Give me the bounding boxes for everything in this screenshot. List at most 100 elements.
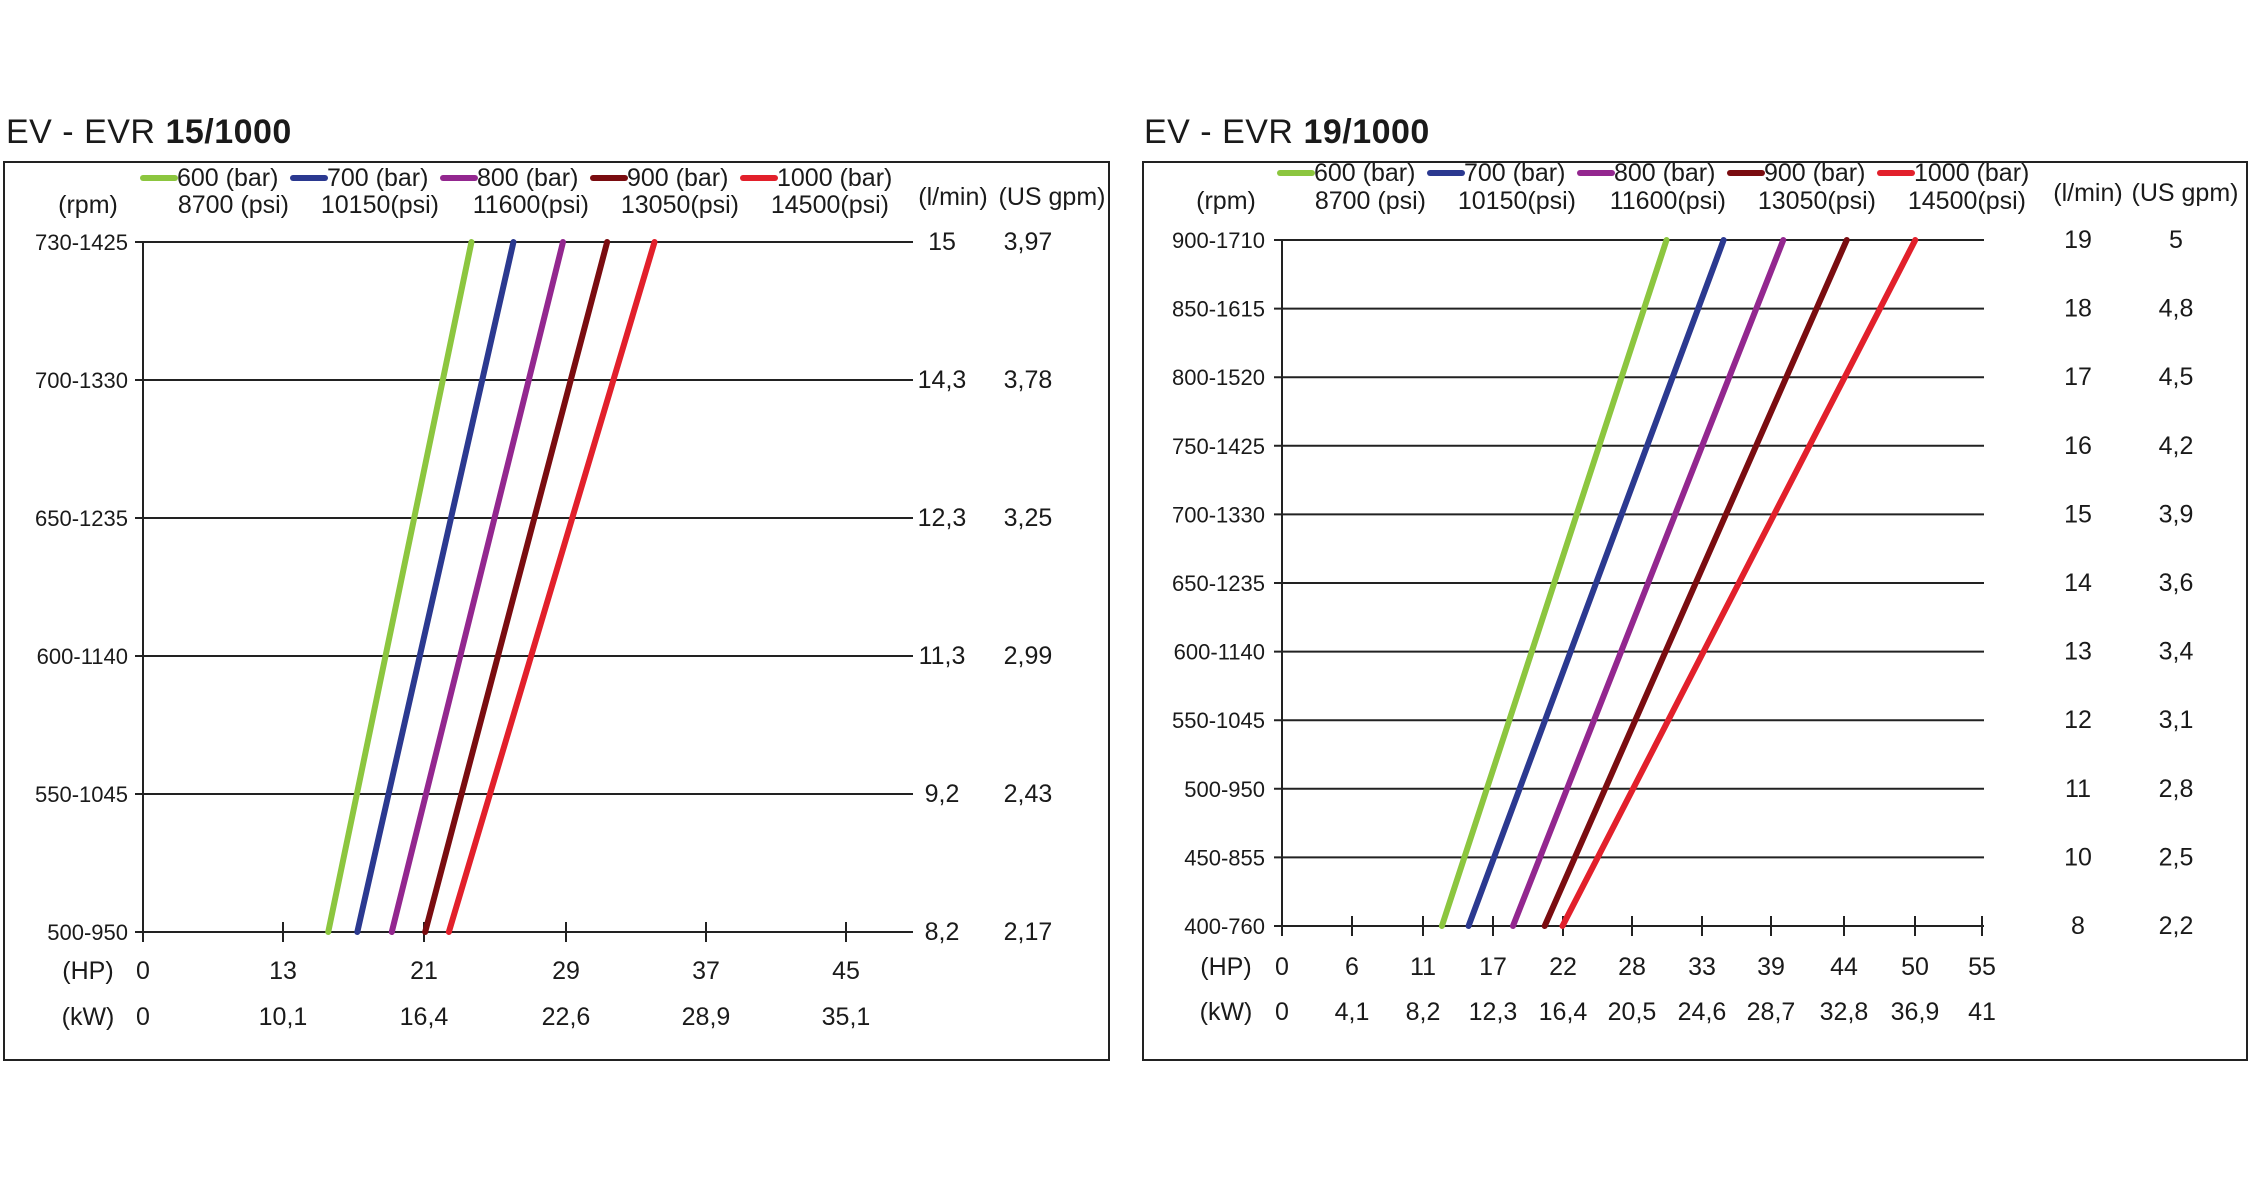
x-tick-label-hp: 0 bbox=[136, 957, 150, 985]
x-tick-label-hp: 50 bbox=[1901, 953, 1929, 981]
y-tick-label-rpm: 750-1425 bbox=[1172, 434, 1265, 459]
y-tick-label-flow: 15 bbox=[928, 228, 956, 256]
y-tick-label-gpm: 2,5 bbox=[2159, 843, 2194, 871]
legend-label-psi: 13050(psi) bbox=[1758, 187, 1876, 215]
legend-label: 900 (bar) bbox=[1764, 159, 1865, 187]
x-tick-label-kw: 0 bbox=[136, 1003, 150, 1031]
x-axis-header-kw: (kW) bbox=[62, 1003, 115, 1031]
y-axis-header-flow: (l/min) bbox=[918, 183, 987, 211]
legend-label: 1000 (bar) bbox=[777, 164, 892, 192]
y-tick-label-gpm: 3,25 bbox=[1004, 504, 1053, 532]
x-axis-header-hp: (HP) bbox=[62, 957, 113, 985]
chart-title-prefix: EV - EVR bbox=[1144, 113, 1294, 151]
y-tick-label-rpm: 700-1330 bbox=[1172, 502, 1265, 527]
y-tick-label-gpm: 4,8 bbox=[2159, 295, 2194, 323]
y-tick-label-flow: 14 bbox=[2064, 569, 2092, 597]
chart-frame bbox=[3, 161, 1110, 1061]
legend-label: 900 (bar) bbox=[627, 164, 728, 192]
y-tick-label-rpm: 650-1235 bbox=[1172, 571, 1265, 596]
series-line bbox=[1509, 237, 1787, 929]
y-tick-label-gpm: 2,8 bbox=[2159, 775, 2194, 803]
x-tick-label-kw: 28,7 bbox=[1747, 998, 1796, 1026]
y-tick-label-gpm: 4,5 bbox=[2159, 363, 2194, 391]
y-axis-header-gpm: (US gpm) bbox=[2132, 179, 2239, 207]
x-tick-label-kw: 0 bbox=[1275, 998, 1289, 1026]
x-axis-header-hp: (HP) bbox=[1200, 953, 1251, 981]
y-tick-label-rpm: 850-1615 bbox=[1172, 297, 1265, 322]
y-tick-label-gpm: 3,4 bbox=[2159, 638, 2194, 666]
legend-label-psi: 10150(psi) bbox=[321, 191, 439, 219]
y-tick-label-flow: 8 bbox=[2071, 912, 2085, 940]
series-line bbox=[422, 239, 611, 935]
legend-label: 800 (bar) bbox=[477, 164, 578, 192]
y-tick-label-gpm: 4,2 bbox=[2159, 432, 2194, 460]
y-tick-label-rpm: 700-1330 bbox=[35, 368, 128, 393]
y-tick-label-flow: 13 bbox=[2064, 638, 2092, 666]
chart-title-model: 19/1000 bbox=[1303, 113, 1430, 151]
y-tick-label-gpm: 2,2 bbox=[2159, 912, 2194, 940]
series-line bbox=[1465, 237, 1727, 929]
series-line bbox=[445, 239, 658, 935]
x-tick-label-kw: 20,5 bbox=[1608, 998, 1657, 1026]
y-tick-label-rpm: 550-1045 bbox=[1172, 708, 1265, 733]
legend-label-psi: 10150(psi) bbox=[1458, 187, 1576, 215]
y-tick-label-flow: 17 bbox=[2064, 363, 2092, 391]
legend-label-psi: 11600(psi) bbox=[1610, 187, 1726, 215]
legend-label-psi: 8700 (psi) bbox=[178, 191, 289, 219]
y-tick-label-rpm: 800-1520 bbox=[1172, 365, 1265, 390]
x-tick-label-hp: 11 bbox=[1410, 953, 1436, 981]
chart-title-model: 15/1000 bbox=[165, 113, 292, 151]
x-tick-label-kw: 41 bbox=[1968, 998, 1996, 1026]
y-tick-label-rpm: 900-1710 bbox=[1172, 228, 1265, 253]
legend-label: 700 (bar) bbox=[1464, 159, 1565, 187]
y-tick-label-gpm: 3,97 bbox=[1004, 228, 1053, 256]
y-tick-label-flow: 10 bbox=[2064, 843, 2092, 871]
y-tick-label-rpm: 450-855 bbox=[1184, 845, 1265, 870]
y-tick-label-gpm: 3,9 bbox=[2159, 500, 2194, 528]
legend-label: 600 (bar) bbox=[1314, 159, 1415, 187]
y-tick-label-flow: 19 bbox=[2064, 226, 2092, 254]
series-line bbox=[1559, 237, 1919, 929]
y-tick-label-gpm: 2,17 bbox=[1004, 918, 1053, 946]
legend-label-psi: 14500(psi) bbox=[1908, 187, 2026, 215]
y-tick-label-flow: 9,2 bbox=[925, 780, 960, 808]
x-tick-label-kw: 4,1 bbox=[1335, 998, 1370, 1026]
chart-title-prefix: EV - EVR bbox=[6, 113, 156, 151]
x-tick-label-hp: 55 bbox=[1968, 953, 1996, 981]
y-tick-label-flow: 11 bbox=[2065, 775, 2091, 803]
y-tick-label-rpm: 550-1045 bbox=[35, 782, 128, 807]
series-line bbox=[388, 239, 566, 935]
legend-label-psi: 13050(psi) bbox=[621, 191, 739, 219]
legend-label-psi: 11600(psi) bbox=[473, 191, 589, 219]
y-tick-label-rpm: 730-1425 bbox=[35, 230, 128, 255]
y-tick-label-flow: 18 bbox=[2064, 295, 2092, 323]
y-tick-label-flow: 12 bbox=[2064, 706, 2092, 734]
x-tick-label-hp: 45 bbox=[832, 957, 860, 985]
x-tick-label-hp: 13 bbox=[269, 957, 297, 985]
x-tick-label-kw: 35,1 bbox=[822, 1003, 871, 1031]
y-axis-header-flow: (l/min) bbox=[2053, 179, 2122, 207]
y-tick-label-rpm: 400-760 bbox=[1184, 914, 1265, 939]
y-tick-label-rpm: 500-950 bbox=[1184, 777, 1265, 802]
series-line bbox=[325, 239, 475, 935]
y-tick-label-flow: 11,3 bbox=[919, 642, 966, 670]
series-line bbox=[354, 239, 517, 935]
y-axis-header-rpm: (rpm) bbox=[58, 191, 118, 219]
y-tick-label-gpm: 3,78 bbox=[1004, 366, 1053, 394]
legend-label: 600 (bar) bbox=[177, 164, 278, 192]
x-tick-label-kw: 32,8 bbox=[1820, 998, 1869, 1026]
x-tick-label-kw: 10,1 bbox=[259, 1003, 308, 1031]
y-tick-label-gpm: 2,43 bbox=[1004, 780, 1053, 808]
series-line bbox=[1438, 237, 1670, 929]
y-tick-label-flow: 15 bbox=[2064, 500, 2092, 528]
x-tick-label-hp: 6 bbox=[1345, 953, 1359, 981]
legend-label: 800 (bar) bbox=[1614, 159, 1715, 187]
x-tick-label-kw: 24,6 bbox=[1678, 998, 1727, 1026]
x-tick-label-kw: 16,4 bbox=[400, 1003, 449, 1031]
series-line bbox=[1541, 237, 1850, 929]
x-tick-label-hp: 0 bbox=[1275, 953, 1289, 981]
y-tick-label-gpm: 2,99 bbox=[1004, 642, 1053, 670]
y-tick-label-gpm: 5 bbox=[2169, 226, 2183, 254]
x-tick-label-kw: 22,6 bbox=[542, 1003, 591, 1031]
y-tick-label-gpm: 3,1 bbox=[2159, 706, 2194, 734]
